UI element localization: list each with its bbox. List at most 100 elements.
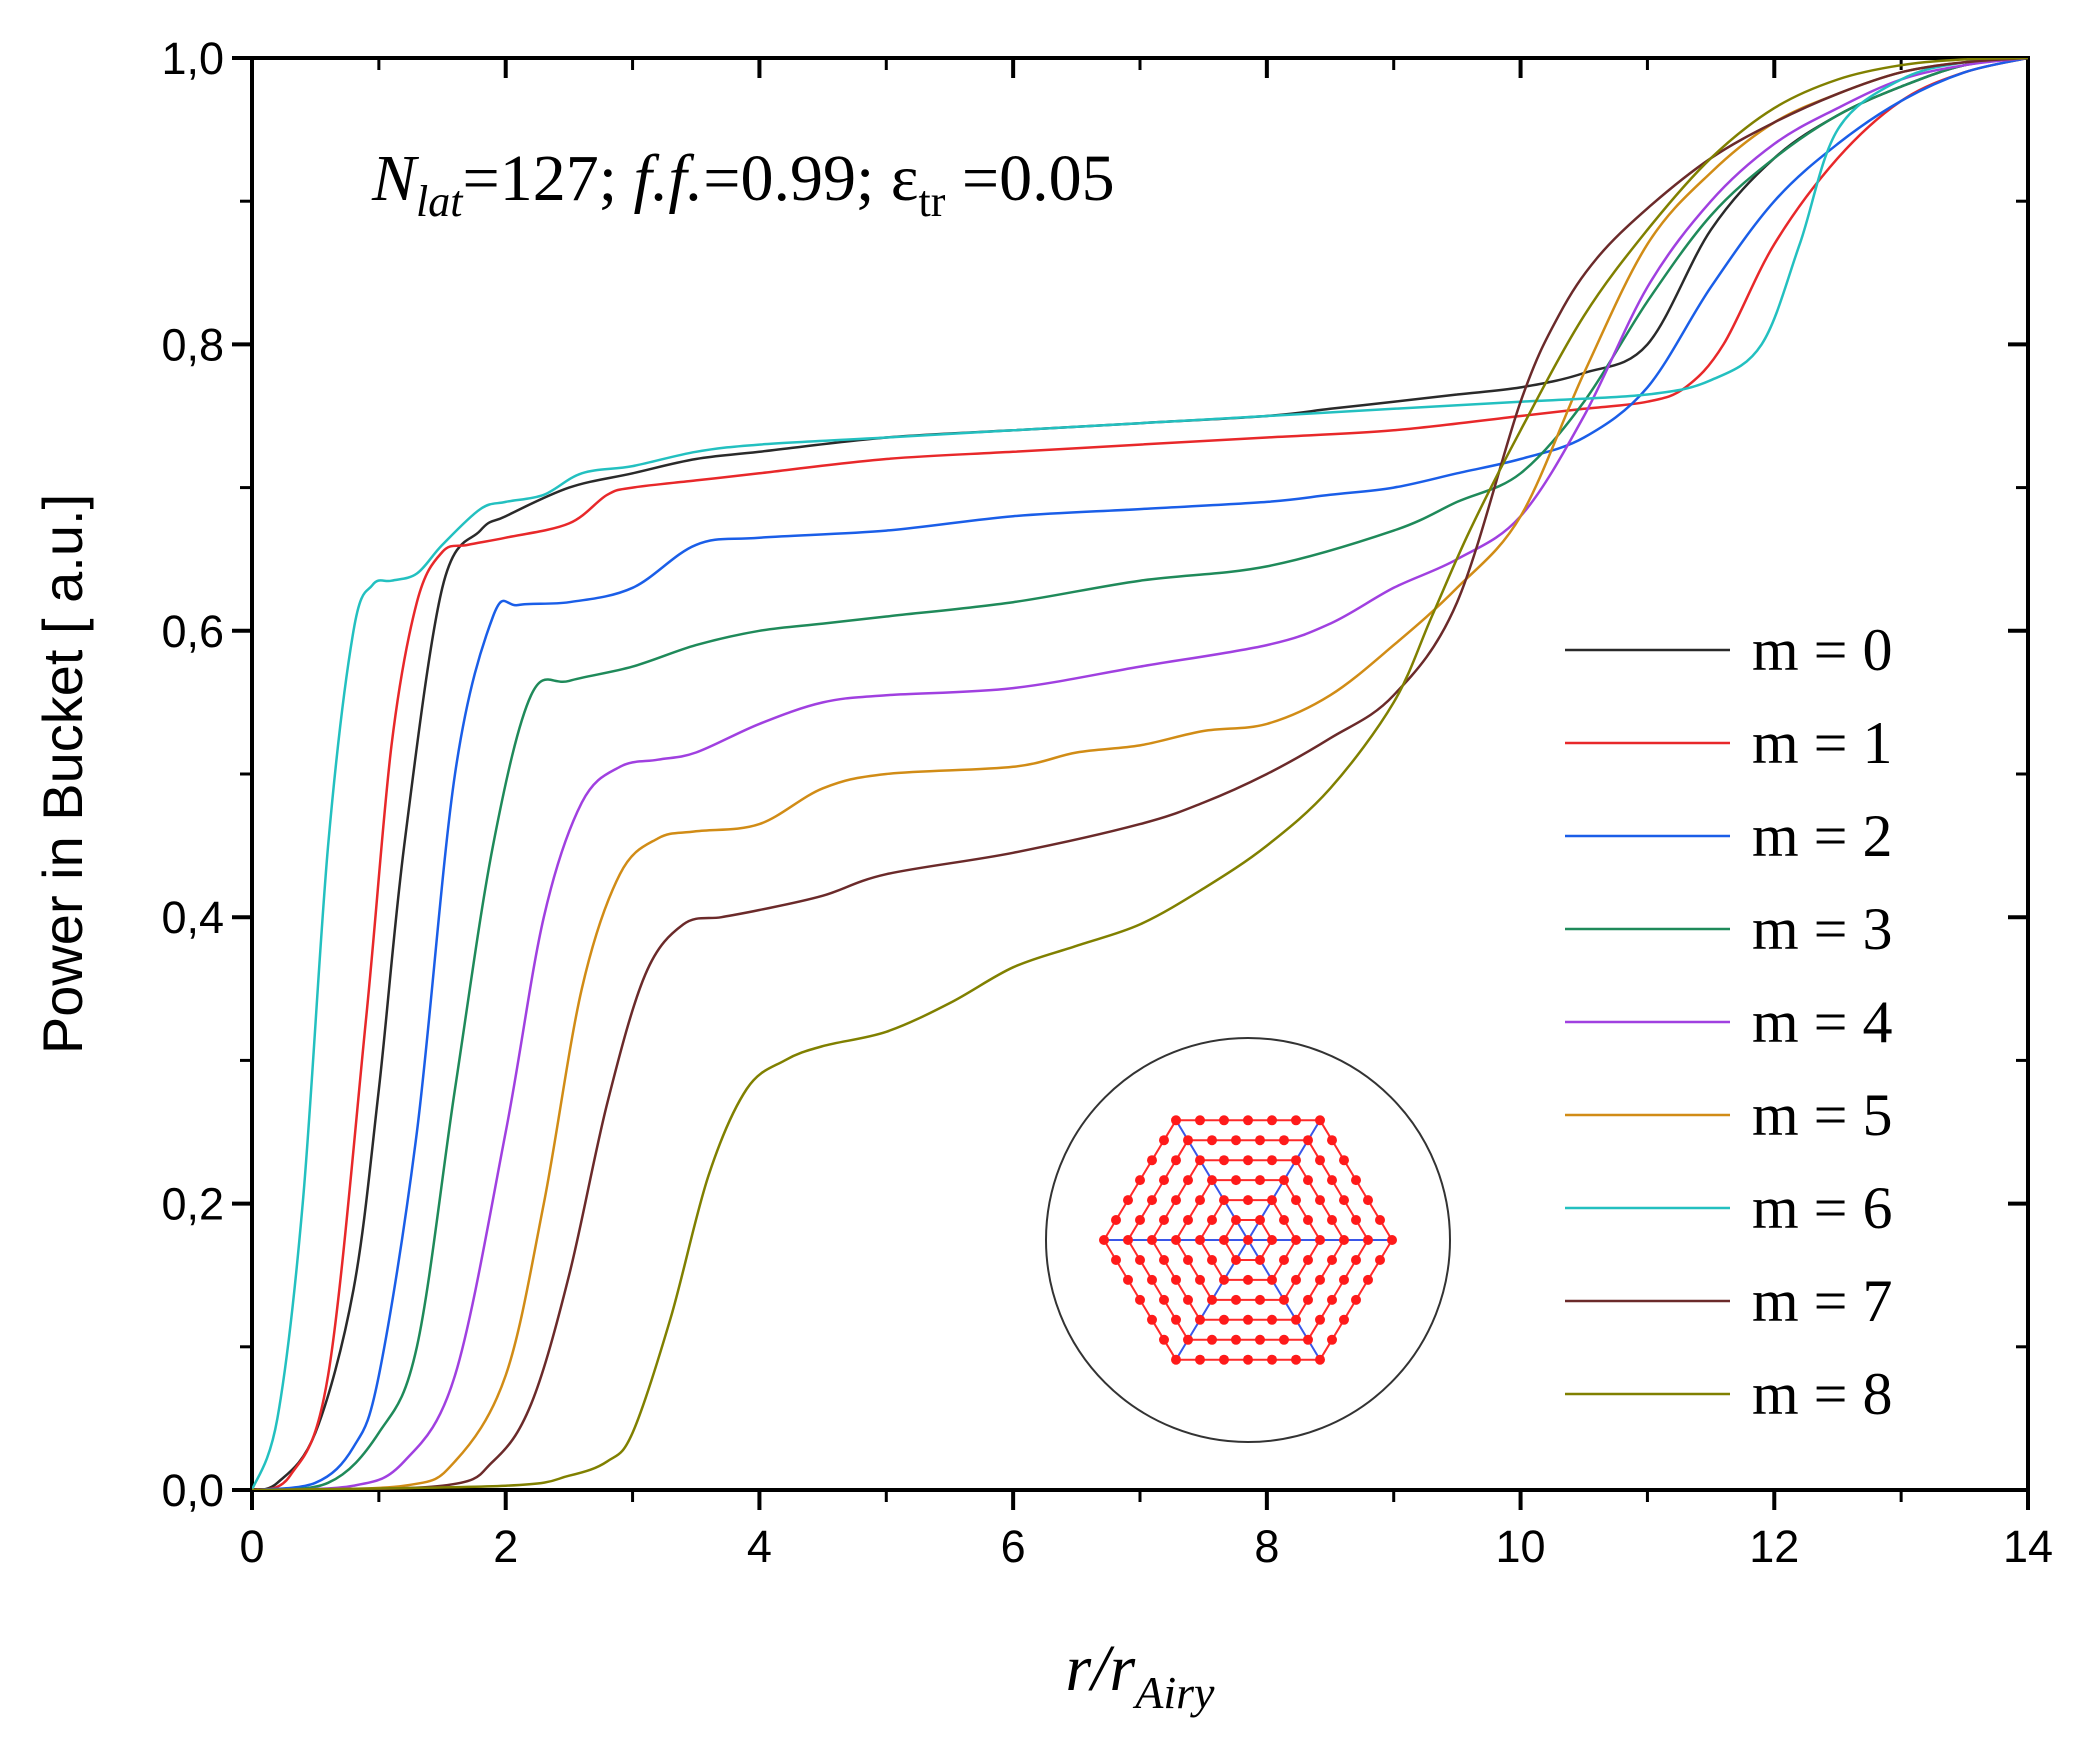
- legend: m = 0 m = 1 m = 2 m = 3 m = 4 m = 5 m = 6 m = 7…: [1565, 617, 1893, 1427]
- series-line-m8: [252, 58, 2028, 1490]
- inset-point: [1303, 1215, 1313, 1225]
- inset-point: [1303, 1294, 1313, 1305]
- inset-point: [1255, 1294, 1265, 1305]
- inset-point: [1147, 1314, 1157, 1325]
- inset-point: [1327, 1294, 1337, 1305]
- x-tick-label: 6: [1001, 1521, 1026, 1572]
- inset-point: [1195, 1155, 1205, 1166]
- inset-point: [1159, 1255, 1169, 1265]
- inset-point: [1171, 1115, 1181, 1126]
- inset-point: [1231, 1255, 1241, 1265]
- legend-label-m6: m = 6: [1752, 1175, 1893, 1241]
- inset-point: [1351, 1294, 1361, 1305]
- inset-point: [1291, 1274, 1301, 1285]
- inset-point: [1171, 1314, 1181, 1325]
- inset-point: [1219, 1314, 1229, 1325]
- legend-label-m0: m = 0: [1752, 617, 1893, 683]
- inset-point: [1111, 1255, 1121, 1265]
- inset-point: [1147, 1235, 1157, 1245]
- y-tick-label: 0,0: [161, 1465, 224, 1516]
- inset-point: [1339, 1155, 1349, 1166]
- inset-point: [1147, 1155, 1157, 1166]
- inset-point: [1111, 1215, 1121, 1225]
- inset-point: [1327, 1255, 1337, 1265]
- inset-point: [1255, 1334, 1265, 1345]
- inset-point: [1159, 1334, 1169, 1345]
- inset-point: [1339, 1235, 1349, 1245]
- inset-point: [1279, 1334, 1289, 1345]
- legend-label-m5: m = 5: [1752, 1082, 1893, 1148]
- inset-point: [1291, 1155, 1301, 1166]
- inset-point: [1303, 1255, 1313, 1265]
- series-line-m6: [252, 58, 2028, 1490]
- y-axis-title: Power in Bucket [ a.u.]: [31, 494, 94, 1054]
- legend-label-m2: m = 2: [1752, 803, 1893, 869]
- inset-point: [1375, 1255, 1385, 1265]
- inset-point: [1159, 1294, 1169, 1305]
- inset-point: [1207, 1255, 1217, 1265]
- inset-point: [1387, 1235, 1397, 1245]
- inset-point: [1243, 1235, 1253, 1245]
- axis-ticks: [232, 56, 2030, 1510]
- inset-point: [1243, 1155, 1253, 1166]
- inset-point: [1363, 1235, 1373, 1245]
- inset-point: [1195, 1314, 1205, 1325]
- inset-point: [1135, 1294, 1145, 1305]
- legend-label-m8: m = 8: [1752, 1361, 1893, 1427]
- inset-point: [1171, 1274, 1181, 1285]
- x-axis-title: r/rAiry: [1066, 1632, 1215, 1718]
- series-line-m5: [252, 58, 2028, 1490]
- inset-point: [1195, 1115, 1205, 1126]
- inset-point: [1159, 1175, 1169, 1186]
- inset-point: [1315, 1354, 1325, 1365]
- x-tick-label: 0: [239, 1521, 264, 1572]
- series-line-m1: [252, 58, 2028, 1490]
- inset-point: [1207, 1135, 1217, 1146]
- series-line-m4: [252, 58, 2028, 1490]
- y-tick-labels: 0,0 0,2 0,4 0,6 0,8 1,0: [161, 33, 224, 1516]
- inset-point: [1315, 1314, 1325, 1325]
- inset-point: [1327, 1135, 1337, 1146]
- inset-point: [1195, 1354, 1205, 1365]
- inset-point: [1267, 1115, 1277, 1126]
- inset-point: [1339, 1314, 1349, 1325]
- inset-point: [1279, 1135, 1289, 1146]
- inset-point: [1327, 1334, 1337, 1345]
- series-line-m3: [252, 58, 2028, 1490]
- series-lines: [252, 58, 2028, 1490]
- inset-point: [1303, 1334, 1313, 1345]
- inset-point: [1303, 1175, 1313, 1186]
- inset-point: [1243, 1274, 1253, 1285]
- inset-point: [1267, 1274, 1277, 1285]
- y-tick-label: 1,0: [161, 33, 224, 84]
- inset-point: [1219, 1235, 1229, 1245]
- inset-point: [1327, 1215, 1337, 1225]
- inset-point: [1315, 1235, 1325, 1245]
- inset-point: [1219, 1115, 1229, 1126]
- inset-point: [1279, 1175, 1289, 1186]
- inset-point: [1231, 1334, 1241, 1345]
- inset-point: [1207, 1334, 1217, 1345]
- inset-point: [1351, 1175, 1361, 1186]
- inset-point: [1219, 1274, 1229, 1285]
- inset-point: [1255, 1255, 1265, 1265]
- inset-point: [1243, 1354, 1253, 1365]
- inset-point: [1183, 1175, 1193, 1186]
- y-tick-label: 0,4: [161, 892, 224, 943]
- inset-point: [1255, 1215, 1265, 1225]
- inset-point: [1123, 1274, 1133, 1285]
- legend-label-m4: m = 4: [1752, 989, 1893, 1055]
- series-line-m2: [252, 58, 2028, 1490]
- inset-point: [1183, 1334, 1193, 1345]
- inset-point: [1315, 1115, 1325, 1126]
- inset-point: [1171, 1354, 1181, 1365]
- inset-lattice-points: [1099, 1115, 1397, 1365]
- y-tick-label: 0,8: [161, 319, 224, 370]
- inset-point: [1135, 1175, 1145, 1186]
- inset-point: [1291, 1354, 1301, 1365]
- inset-circle: [1045, 1037, 1451, 1443]
- legend-label-m1: m = 1: [1752, 710, 1893, 776]
- inset-point: [1267, 1235, 1277, 1245]
- inset-point: [1231, 1294, 1241, 1305]
- inset-point: [1231, 1215, 1241, 1225]
